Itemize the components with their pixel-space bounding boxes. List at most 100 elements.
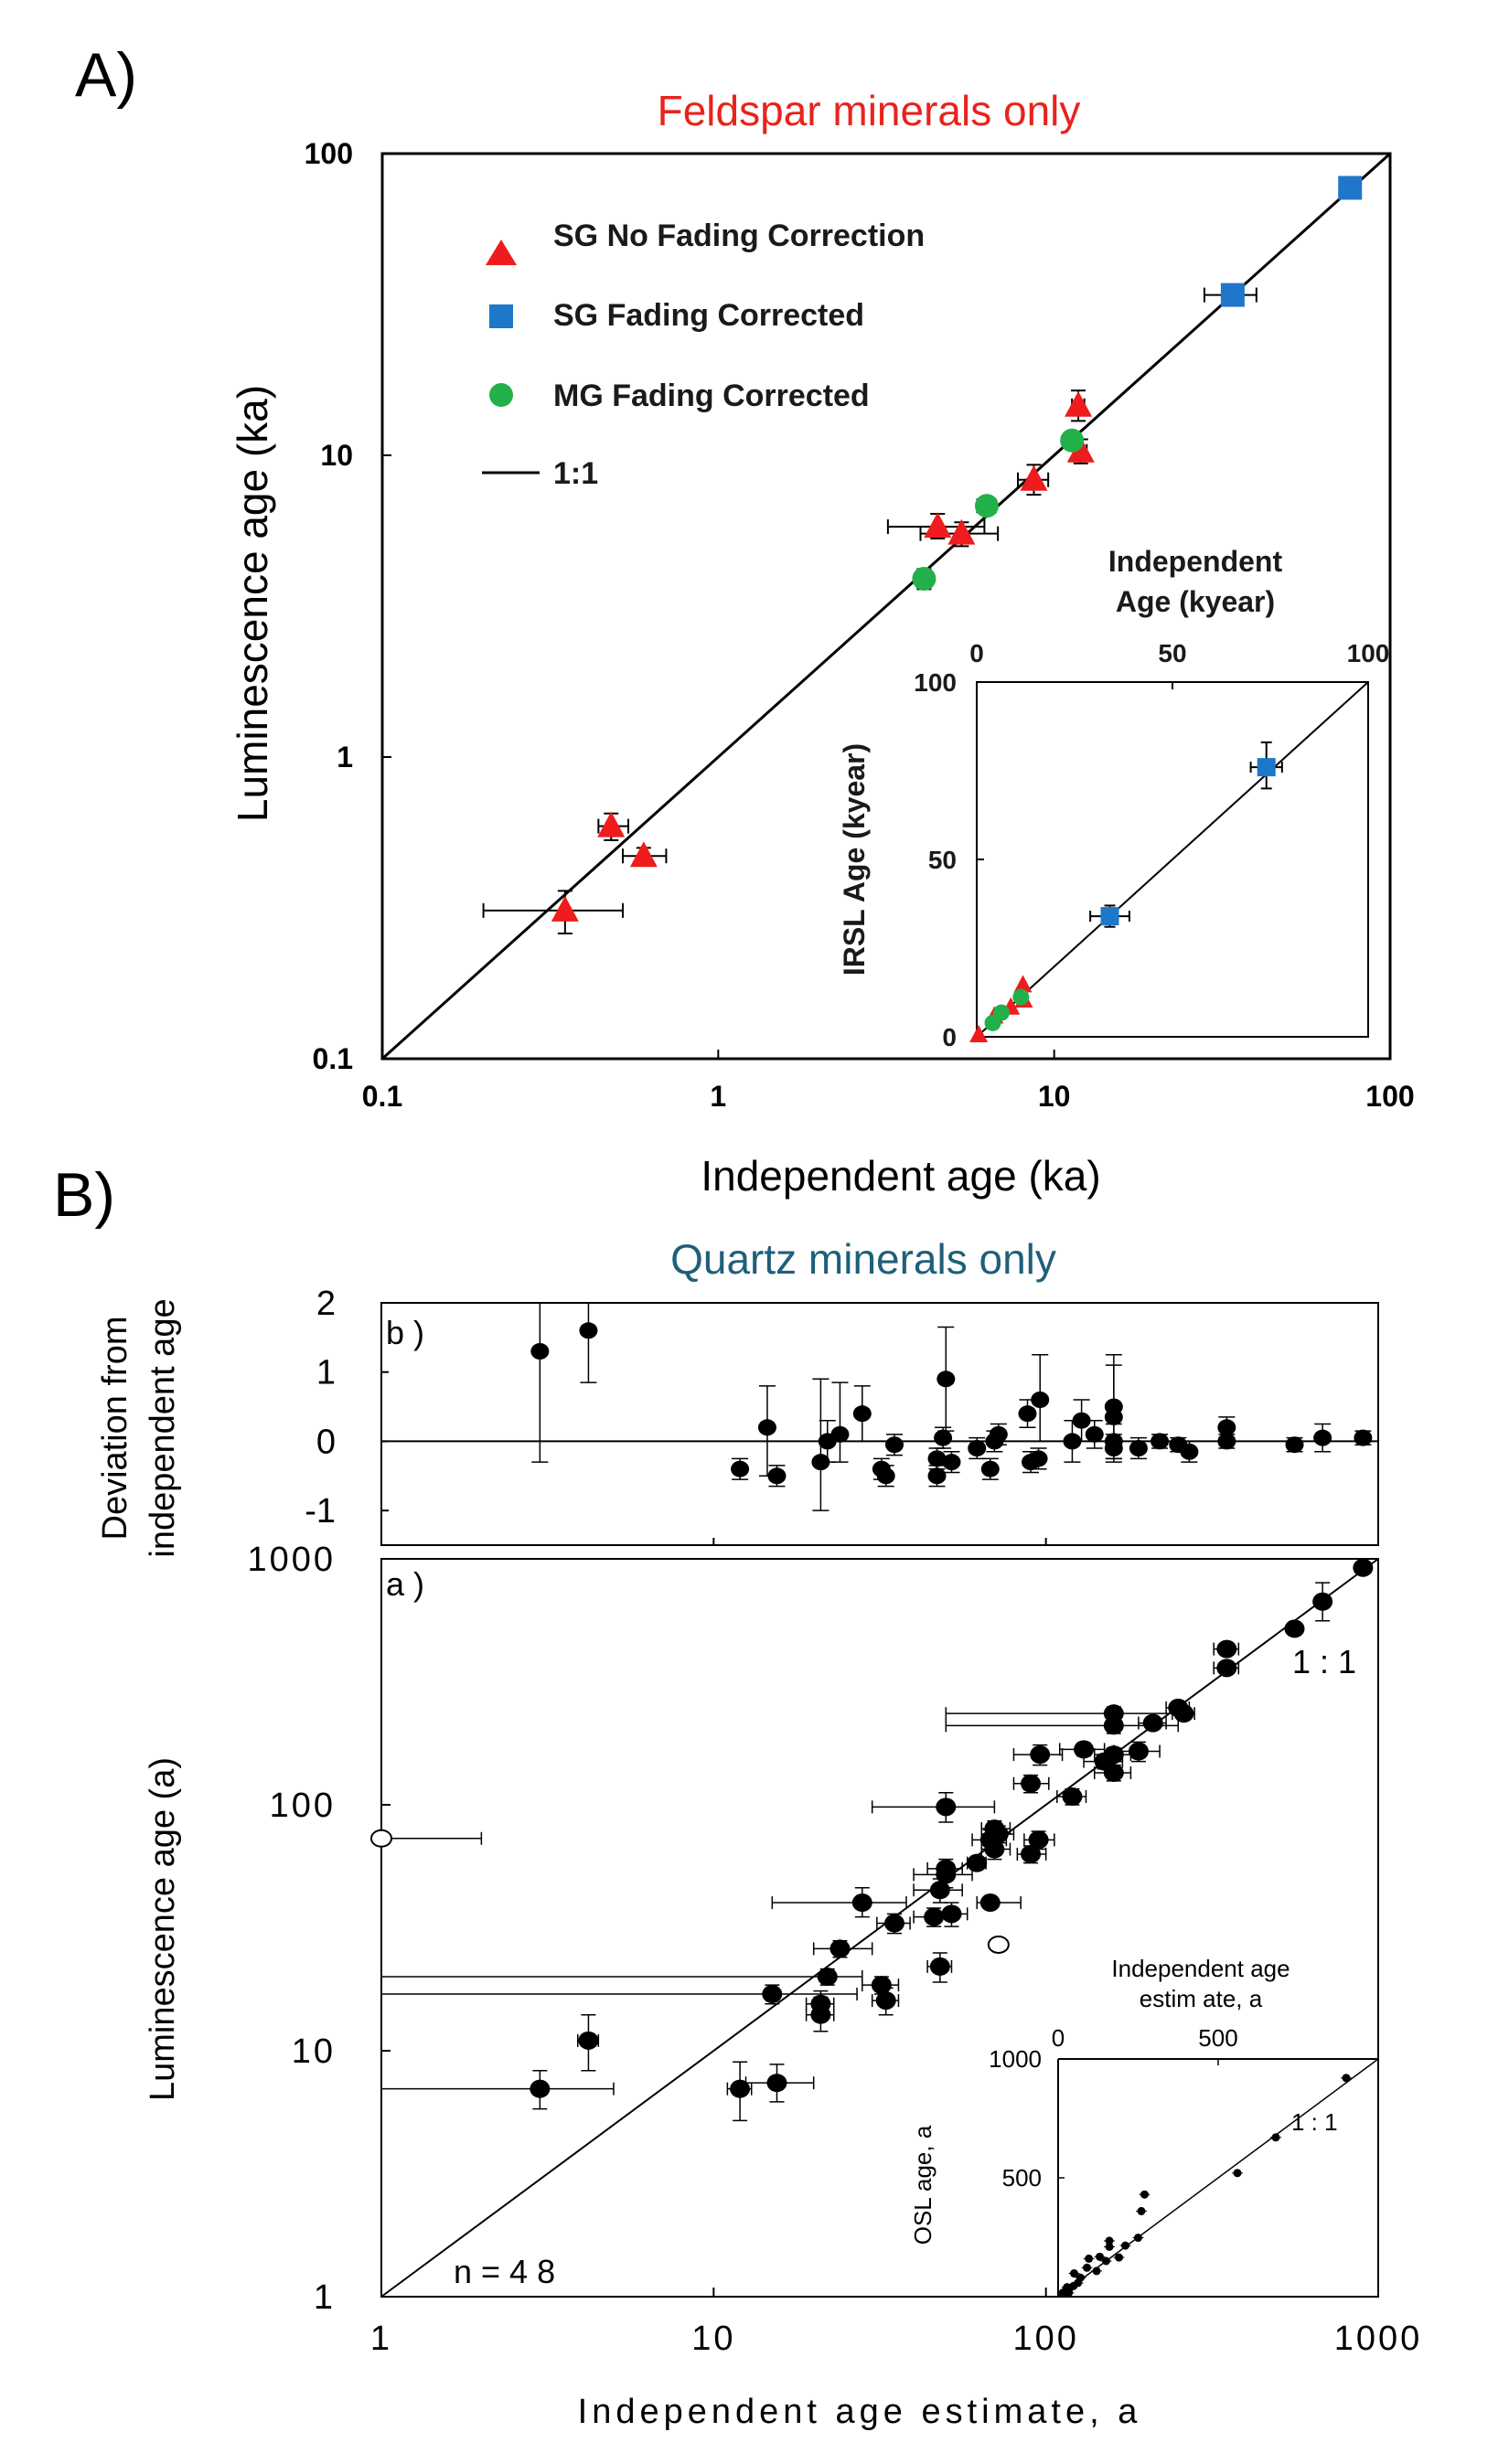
deviation-point (1072, 1412, 1091, 1429)
quartz-point (1173, 1704, 1194, 1723)
deviation-point (757, 1419, 776, 1436)
inset-x-title-1: Independent (1108, 545, 1283, 578)
inset-x-tick-label: 0 (969, 639, 984, 667)
legend-mg-fading: MG Fading Corrected (553, 379, 870, 413)
legend-sg-no-fading: SG No Fading Correction (553, 219, 925, 253)
circle-marker (1060, 428, 1085, 453)
quartz-point (1103, 1745, 1124, 1765)
inset-y-title: IRSL Age (kyear) (838, 743, 871, 976)
deviation-point (767, 1467, 787, 1485)
legend-triangle-icon (486, 240, 517, 265)
deviation-y-tick-label: -1 (305, 1492, 336, 1531)
quartz-point (1142, 1713, 1163, 1733)
quartz-inset-x-tick-label: 0 (1052, 2024, 1065, 2052)
feldspar-tick-labels: 0.1 1 10 100 100 10 1 0.1 (305, 137, 1415, 1113)
deviation-point (1354, 1429, 1373, 1446)
quartz-one-to-one-line (380, 1558, 1379, 2298)
quartz-inset-tick-labels: 0 500 1000 500 (989, 2024, 1238, 2192)
x-tick-label: 10 (1038, 1080, 1071, 1113)
inset-square-marker (1100, 907, 1119, 926)
quartz-chart-title: Quartz minerals only (670, 1235, 1056, 1283)
triangle-marker (551, 895, 579, 922)
quartz-inset-one-to-one-line (1057, 2058, 1379, 2298)
quartz-inset-point (1083, 2263, 1091, 2272)
deviation-y-title-1: Deviation from (96, 1317, 134, 1541)
inset-one-to-one-line (976, 681, 1369, 1038)
deviation-point (1285, 1436, 1304, 1454)
quartz-point (1030, 1745, 1051, 1765)
quartz-inset-point (1092, 2267, 1101, 2276)
deviation-y-tick-label: 0 (316, 1423, 336, 1461)
deviation-point (1031, 1392, 1050, 1408)
quartz-inset-y-tick-label: 1000 (989, 2045, 1042, 2073)
deviation-point (1018, 1405, 1037, 1423)
inset-square-marker (1257, 758, 1276, 777)
quartz-point (578, 2031, 599, 2050)
deviation-point (1313, 1429, 1332, 1446)
quartz-point (817, 1968, 838, 1987)
circle-marker (912, 566, 936, 591)
inset-x-tick-label: 50 (1158, 639, 1186, 667)
quartz-inset-point (1140, 2190, 1149, 2199)
deviation-point (989, 1425, 1008, 1443)
deviation-y-tick-label: 1 (316, 1354, 336, 1392)
feldspar-axis-ticks (381, 153, 1391, 1060)
triangle-marker (1066, 436, 1095, 463)
quartz-inset-point (1096, 2252, 1104, 2261)
x-tick-label: 100 (1365, 1080, 1414, 1113)
quartz-point (829, 1939, 851, 1958)
deviation-markers (530, 1322, 1373, 1485)
quartz-point (530, 2079, 551, 2098)
quartz-inset-point (1085, 2254, 1094, 2263)
quartz-point (1028, 1830, 1049, 1850)
quartz-markers (370, 1558, 1374, 2098)
quartz-x-tick-label: 1 (370, 2320, 392, 2358)
deviation-point (1104, 1440, 1123, 1456)
deviation-point (579, 1322, 598, 1339)
quartz-inset-one-to-one-label: 1 : 1 (1291, 2108, 1338, 2136)
triangle-marker (1065, 390, 1093, 417)
square-marker (1338, 176, 1363, 200)
quartz-inset-point (1134, 2234, 1142, 2243)
quartz-point (1062, 1787, 1083, 1807)
quartz-point (1216, 1639, 1237, 1659)
deviation-point (1217, 1419, 1236, 1436)
quartz-inset-point (1102, 2256, 1110, 2266)
deviation-y-title-2: independent age (144, 1298, 182, 1557)
deviation-point (927, 1450, 947, 1467)
quartz-inset-point (1137, 2206, 1146, 2215)
deviation-point (876, 1467, 895, 1485)
triangle-marker (924, 512, 952, 539)
quartz-y-tick-label: 1 (314, 2278, 336, 2317)
deviation-point (1150, 1433, 1170, 1450)
deviation-point (830, 1425, 850, 1443)
deviation-ticks (380, 1302, 1379, 1545)
feldspar-chart-title: Feldspar minerals only (658, 87, 1081, 134)
deviation-point (980, 1460, 1000, 1477)
circle-marker (974, 494, 999, 518)
inset-circle-marker (992, 1004, 1010, 1021)
quartz-point (884, 1914, 905, 1933)
quartz-point (871, 1976, 892, 1995)
deviation-panel-tag: b ) (386, 1314, 424, 1351)
inset-y-tick-label: 100 (914, 668, 957, 697)
quartz-y-axis-title: Luminescence age (a) (144, 1757, 182, 2101)
quartz-y-tick-label: 1000 (247, 1541, 336, 1579)
y-tick-label: 0.1 (313, 1042, 353, 1075)
quartz-point (730, 2079, 751, 2098)
x-tick-label: 1 (710, 1080, 726, 1113)
inset-tick-labels: 0 50 100 100 50 0 (914, 639, 1389, 1051)
deviation-point (934, 1429, 953, 1446)
quartz-n-label: n = 4 8 (454, 2253, 555, 2290)
feldspar-markers (551, 176, 1363, 922)
legend-square-icon (489, 304, 513, 328)
quartz-inset-point (1233, 2169, 1242, 2178)
quartz-point (936, 1797, 957, 1817)
feldspar-y-axis-title: Luminescence age (ka) (229, 385, 276, 822)
triangle-marker (629, 841, 658, 868)
quartz-open-point (987, 1935, 1010, 1954)
quartz-point (929, 1957, 950, 1976)
inset-markers (969, 741, 1283, 1043)
quartz-point (984, 1840, 1005, 1859)
legend-circle-icon (489, 383, 513, 407)
